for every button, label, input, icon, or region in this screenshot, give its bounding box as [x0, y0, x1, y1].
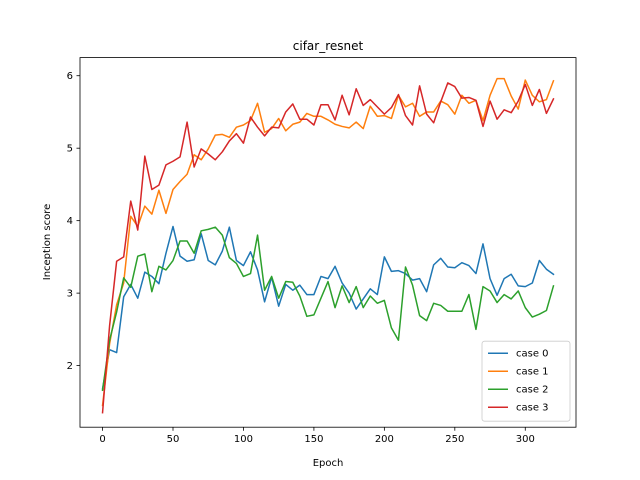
plot-frame — [79, 57, 577, 428]
x-tick-label: 300 — [516, 434, 535, 445]
y-axis-label: Inception score — [42, 204, 53, 281]
x-tick-label: 50 — [167, 434, 180, 445]
series-layer — [101, 77, 555, 414]
legend-label: case 0 — [516, 349, 549, 360]
series-line-case-3 — [101, 82, 555, 414]
x-tick-label: 150 — [304, 434, 323, 445]
x-tick-label: 250 — [445, 434, 464, 445]
y-tick-label: 4 — [67, 216, 73, 227]
x-tick-label: 0 — [99, 434, 105, 445]
axis-ticks: 0 50 100 150 200 250 300 2 3 4 5 6 — [67, 71, 535, 445]
y-tick-label: 3 — [67, 289, 73, 300]
y-tick-label: 5 — [67, 144, 73, 155]
legend: case 0 case 1 case 2 case 3 — [481, 340, 571, 422]
x-axis-label: Epoch — [313, 458, 344, 469]
legend-label: case 1 — [516, 367, 549, 378]
chart-title: cifar_resnet — [293, 39, 364, 53]
x-tick-label: 200 — [375, 434, 394, 445]
y-tick-label: 6 — [67, 71, 73, 82]
y-tick-label: 2 — [67, 361, 73, 372]
legend-label: case 2 — [516, 385, 549, 396]
legend-label: case 3 — [516, 403, 549, 414]
legend-box — [481, 340, 571, 422]
series-line-case-2 — [101, 226, 555, 392]
x-tick-label: 100 — [234, 434, 253, 445]
